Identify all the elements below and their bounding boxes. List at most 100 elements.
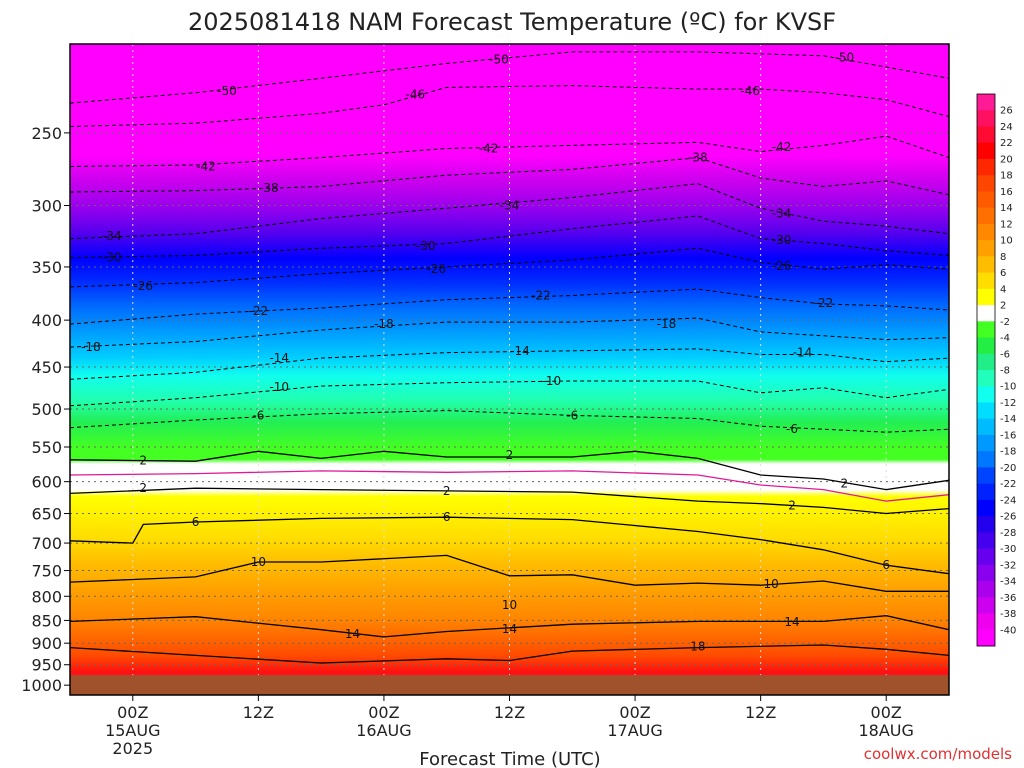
contour-label: -46 — [406, 87, 426, 101]
contour-label: 6 — [443, 510, 451, 524]
colorbar-swatch — [977, 532, 995, 550]
colorbar-swatch — [977, 94, 995, 111]
y-tick-label: 600 — [31, 473, 62, 492]
colorbar-swatch — [977, 321, 995, 339]
colorbar-swatch — [977, 370, 995, 387]
x-tick-label: 12Z — [243, 703, 274, 722]
contour-label: -18 — [81, 340, 101, 354]
colorbar-label: -32 — [1000, 560, 1016, 571]
colorbar-swatch — [977, 142, 995, 160]
colorbar-label: -40 — [1000, 625, 1016, 636]
contour-label: -18 — [657, 317, 677, 331]
colorbar-label: 18 — [1000, 171, 1013, 182]
contour-label: -42 — [196, 159, 216, 173]
colorbar-swatch — [977, 175, 995, 192]
contour-label: -26 — [426, 262, 446, 276]
contour-label: -42 — [772, 140, 792, 154]
colorbar-swatch — [977, 240, 995, 257]
contour-label: 6 — [882, 558, 890, 572]
colorbar-label: -38 — [1000, 609, 1016, 620]
isotherm--42 — [70, 135, 949, 167]
contour-label: 2 — [443, 484, 451, 498]
colorbar-label: 26 — [1000, 106, 1013, 117]
colorbar-swatch — [977, 223, 995, 241]
x-tick-label: 00Z — [871, 703, 902, 722]
colorbar-label: 24 — [1000, 122, 1013, 133]
contour-label: -30 — [416, 239, 436, 253]
colorbar-swatch — [977, 126, 995, 144]
colorbar-frame — [976, 93, 996, 647]
contour-label: 14 — [345, 627, 360, 641]
colorbar-label: 8 — [1000, 252, 1006, 263]
contour-label: 6 — [192, 515, 200, 529]
colorbar-label: -6 — [1000, 349, 1010, 360]
colorbar-swatch — [977, 548, 995, 566]
contour-label: -6 — [252, 408, 264, 422]
colorbar-label: -18 — [1000, 447, 1016, 458]
y-tick-label: 750 — [31, 562, 62, 581]
colorbar-swatch — [977, 613, 995, 631]
isotherm--46 — [70, 85, 949, 127]
contour-label: 18 — [690, 639, 705, 653]
contour-label: -22 — [531, 288, 551, 302]
colorbar-swatch — [977, 434, 995, 452]
colorbar-swatch — [977, 467, 995, 485]
x-tick-label: 17AUG — [607, 721, 662, 740]
colorbar-label: -36 — [1000, 593, 1016, 604]
y-tick-label: 950 — [31, 656, 62, 675]
x-tick-label: 00Z — [619, 703, 650, 722]
isotherm-18 — [70, 644, 949, 664]
contour-label: -10 — [542, 374, 562, 388]
colorbar-label: 22 — [1000, 138, 1013, 149]
colorbar-label: 20 — [1000, 154, 1013, 165]
colorbar-label: -26 — [1000, 512, 1016, 523]
contour-label: -10 — [269, 380, 289, 394]
isotherm--22 — [70, 288, 949, 325]
y-tick-label: 650 — [31, 505, 62, 524]
contour-label: -6 — [786, 422, 798, 436]
contour-label: -50 — [489, 53, 509, 67]
colorbar-swatch — [977, 110, 995, 127]
colorbar-swatch — [977, 629, 995, 647]
contour-label: -34 — [500, 199, 520, 213]
x-tick-label: 12Z — [494, 703, 525, 722]
isotherm-10 — [70, 554, 949, 592]
contour-label: -38 — [259, 181, 279, 195]
colorbar-swatch — [977, 272, 995, 290]
colorbar-swatch — [977, 451, 995, 468]
chart-title: 2025081418 NAM Forecast Temperature (ºC)… — [188, 8, 836, 36]
colorbar-label: -24 — [1000, 495, 1016, 506]
contour-label: -14 — [510, 344, 530, 358]
colorbar-label: -20 — [1000, 463, 1016, 474]
isotherm--34 — [70, 183, 949, 240]
colorbar-label: -30 — [1000, 544, 1016, 555]
y-tick-label: 1000 — [21, 676, 62, 695]
y-tick-label: 800 — [31, 587, 62, 606]
y-tick-label: 500 — [31, 400, 62, 419]
colorbar-swatch — [977, 386, 995, 403]
isotherm--50 — [70, 51, 949, 104]
colorbar-swatch — [977, 288, 995, 306]
colorbar-label: 6 — [1000, 268, 1006, 279]
isotherm-2 — [70, 450, 949, 491]
contour-label: -42 — [479, 142, 499, 156]
colorbar-label: -16 — [1000, 430, 1016, 441]
contour-label: -50 — [835, 51, 855, 65]
y-tick-label: 850 — [31, 611, 62, 630]
contour-label: 14 — [784, 615, 799, 629]
colorbar-swatch — [977, 597, 995, 615]
x-tick-label: 12Z — [745, 703, 776, 722]
x-tick-label: 2025 — [112, 739, 153, 758]
y-tick-label: 250 — [31, 124, 62, 143]
y-tick-label: 900 — [31, 634, 62, 653]
x-tick-label: 15AUG — [105, 721, 160, 740]
colorbar-swatch — [977, 516, 995, 533]
y-tick-label: 300 — [31, 197, 62, 216]
colorbar: 26 24 22 20 18 16 14 12 10 8 6 4 2 -2 -4 -6 -8 -10 -12 -14 -… — [976, 93, 1016, 647]
colorbar-swatch — [977, 581, 995, 598]
isotherm--6 — [70, 410, 949, 433]
colorbar-label: -22 — [1000, 479, 1016, 490]
colorbar-label: -2 — [1000, 317, 1010, 328]
x-tick-label: 00Z — [117, 703, 148, 722]
